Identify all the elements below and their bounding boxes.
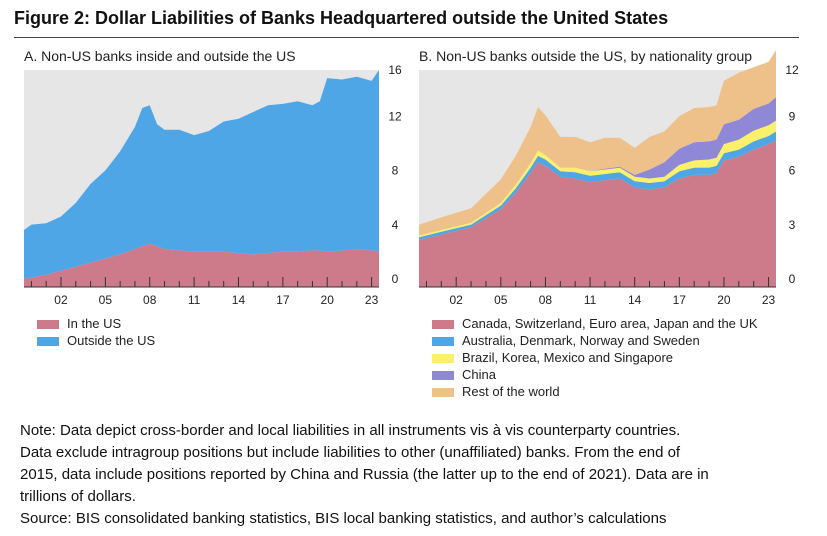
x-tick-label: 23 xyxy=(762,293,776,307)
x-tick-label: 14 xyxy=(628,293,642,307)
legend-item-outside-us: Outside the US xyxy=(37,332,155,349)
legend-item-nordic-australia: Australia, Denmark, Norway and Sweden xyxy=(432,332,758,349)
x-tick-label: 20 xyxy=(321,293,335,307)
y-tick-label: 6 xyxy=(789,164,796,178)
legend-label: Brazil, Korea, Mexico and Singapore xyxy=(462,350,674,365)
x-tick-label: 14 xyxy=(232,293,246,307)
source-line: Source: BIS consolidated banking statist… xyxy=(20,510,667,527)
x-tick-label: 05 xyxy=(99,293,113,307)
legend-item-in-us: In the US xyxy=(37,315,155,332)
y-tick-label: 12 xyxy=(785,63,799,77)
panel-a-legend: In the US Outside the US xyxy=(37,315,155,349)
legend-swatch xyxy=(432,388,454,397)
panel-b-legend: Canada, Switzerland, Euro area, Japan an… xyxy=(432,315,758,400)
legend-label: Canada, Switzerland, Euro area, Japan an… xyxy=(462,316,758,331)
legend-item-china: China xyxy=(432,366,758,383)
figure-note: Note: Data depict cross-border and local… xyxy=(20,420,815,530)
y-tick-label: 0 xyxy=(392,272,399,286)
area-series-a-1 xyxy=(24,243,379,287)
y-tick-label: 16 xyxy=(388,63,402,77)
note-line: trillions of dollars. xyxy=(20,488,136,505)
legend-swatch xyxy=(432,354,454,363)
note-line: 2015, data include positions reported by… xyxy=(20,466,709,483)
x-tick-label: 20 xyxy=(717,293,731,307)
x-tick-label: 02 xyxy=(54,293,68,307)
x-tick-label: 08 xyxy=(143,293,157,307)
area-series-b-2 xyxy=(419,131,776,240)
legend-label: In the US xyxy=(67,316,122,331)
x-tick-label: 02 xyxy=(450,293,464,307)
note-line: Note: Data depict cross-border and local… xyxy=(20,422,681,439)
x-tick-label: 08 xyxy=(539,293,553,307)
y-tick-label: 8 xyxy=(392,164,399,178)
x-tick-label: 05 xyxy=(494,293,508,307)
legend-swatch xyxy=(432,337,454,346)
y-tick-label: 0 xyxy=(789,272,796,286)
legend-swatch xyxy=(432,371,454,380)
legend-label: Australia, Denmark, Norway and Sweden xyxy=(462,333,700,348)
legend-swatch xyxy=(37,320,59,329)
y-tick-label: 12 xyxy=(388,109,402,123)
y-tick-label: 4 xyxy=(392,218,399,232)
x-tick-label: 17 xyxy=(276,293,290,307)
figure-title: Figure 2: Dollar Liabilities of Banks He… xyxy=(14,8,669,28)
area-series-a-2 xyxy=(24,70,379,279)
legend-item-emerging: Brazil, Korea, Mexico and Singapore xyxy=(432,349,758,366)
panel-b-title: B. Non-US banks outside the US, by natio… xyxy=(419,48,753,64)
legend-label: Outside the US xyxy=(67,333,156,348)
area-series-b-5 xyxy=(419,50,776,236)
legend-swatch xyxy=(432,320,454,329)
area-series-b-1 xyxy=(419,140,776,287)
x-tick-label: 17 xyxy=(673,293,687,307)
note-line: Data exclude intragroup positions but in… xyxy=(20,444,681,461)
y-tick-label: 3 xyxy=(789,218,796,232)
panel-a-title: A. Non-US banks inside and outside the U… xyxy=(24,48,296,64)
legend-label: China xyxy=(462,367,496,382)
legend-swatch xyxy=(37,337,59,346)
charts-canvas: 02 05 08 11 14 17 20 23 0 4 8 12 16 02 05 08 11 14 17 20 23… xyxy=(24,50,799,307)
y-tick-label: 9 xyxy=(789,109,796,123)
legend-item-rest: Rest of the world xyxy=(432,383,758,400)
x-tick-label: 11 xyxy=(188,293,201,307)
panel-a-chart: 02 05 08 11 14 17 20 23 0 4 8 12 16 xyxy=(24,63,402,307)
title-divider xyxy=(14,37,799,38)
x-tick-label: 23 xyxy=(365,293,379,307)
x-tick-label: 11 xyxy=(584,293,597,307)
panel-b-chart: 02 05 08 11 14 17 20 23 0 3 6 9 12 xyxy=(419,50,799,307)
legend-item-advanced: Canada, Switzerland, Euro area, Japan an… xyxy=(432,315,758,332)
legend-label: Rest of the world xyxy=(462,384,560,399)
